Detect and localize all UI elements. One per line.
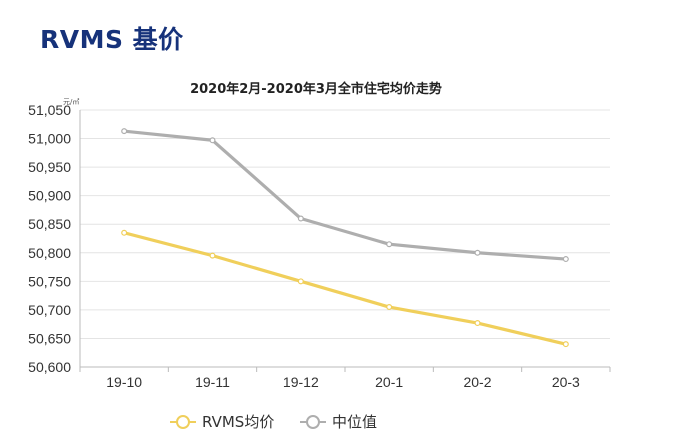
x-tick-label: 19-12 xyxy=(283,374,319,390)
y-tick-labels: 50,600 50,650 50,700 50,750 50,800 50,850 50,9… xyxy=(28,102,71,375)
series-line xyxy=(122,129,568,261)
y-tick-label: 50,750 xyxy=(28,273,71,289)
y-tick-label: 51,000 xyxy=(28,131,71,147)
data-point xyxy=(474,249,481,256)
x-tick-label: 20-3 xyxy=(552,374,580,390)
y-tick-label: 50,650 xyxy=(28,330,71,346)
data-point xyxy=(121,229,128,236)
y-tick-label: 50,950 xyxy=(28,159,71,175)
data-point xyxy=(209,137,216,144)
legend[interactable]: RVMS均价 中位值 xyxy=(170,413,377,431)
y-tick-label: 50,700 xyxy=(28,302,71,318)
data-point xyxy=(562,341,569,348)
data-point xyxy=(386,304,393,311)
y-tick-label: 50,600 xyxy=(28,359,71,375)
x-tick-label: 19-11 xyxy=(195,374,230,390)
x-tick-labels: 19-10 19-11 19-12 20-1 20-2 20-3 xyxy=(106,374,580,390)
series-line xyxy=(122,231,568,346)
chart-title: 2020年2月-2020年3月全市住宅均价走势 xyxy=(190,81,442,97)
data-point xyxy=(474,320,481,327)
grid-lines xyxy=(80,109,610,339)
data-point xyxy=(209,252,216,259)
x-tick-label: 20-2 xyxy=(463,374,491,390)
legend-marker-icon xyxy=(306,415,320,429)
y-tick-label: 50,800 xyxy=(28,245,71,261)
y-axis-unit: 元/㎡ xyxy=(63,98,79,106)
legend-label: RVMS均价 xyxy=(202,413,274,431)
series-median xyxy=(121,128,569,263)
page-title: RVMS 基价 xyxy=(40,25,184,54)
data-point xyxy=(386,241,393,248)
legend-item-rvms[interactable]: RVMS均价 xyxy=(170,413,274,431)
data-point xyxy=(297,215,304,222)
x-tick-label: 20-1 xyxy=(375,374,403,390)
y-tick-label: 50,850 xyxy=(28,216,71,232)
data-point xyxy=(297,278,304,285)
data-point xyxy=(562,256,569,263)
legend-label: 中位值 xyxy=(332,413,377,431)
legend-item-median[interactable]: 中位值 xyxy=(300,413,377,431)
axes xyxy=(79,110,611,372)
data-point xyxy=(121,128,128,135)
series-rvms xyxy=(121,229,569,348)
legend-marker-icon xyxy=(176,415,190,429)
y-tick-label: 50,900 xyxy=(28,188,71,204)
series-lines xyxy=(121,128,569,348)
x-tick-label: 19-10 xyxy=(106,374,142,390)
y-tick-label: 51,050 xyxy=(28,102,71,118)
